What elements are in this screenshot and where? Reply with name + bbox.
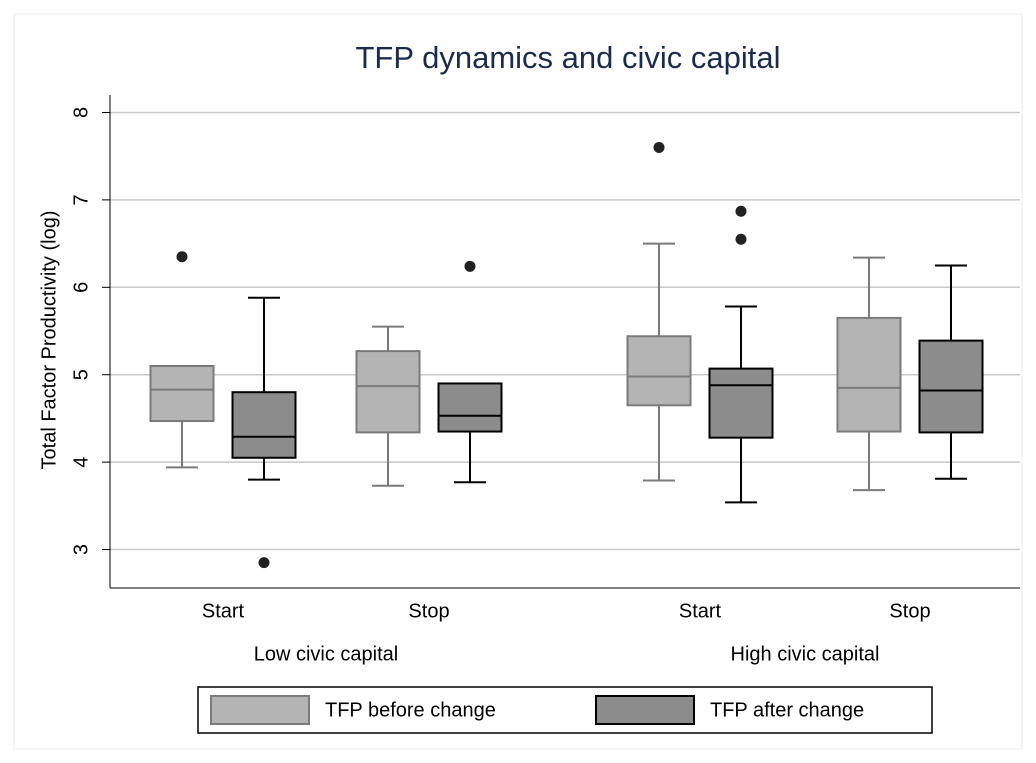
legend-label: TFP before change [325,699,496,721]
legend-frame [197,686,933,734]
outlier [735,205,747,217]
legend-label: TFP after change [710,699,864,721]
y-tick-label: 8 [70,107,92,118]
outlier [176,251,188,263]
legend-swatch [210,695,310,725]
group-label: Low civic capital [254,643,399,665]
x-tick-label: Start [202,600,245,622]
box [708,367,774,439]
x-tick-label: Start [679,600,722,622]
box [437,382,503,433]
y-tick-label: 3 [70,544,92,555]
legend-swatch [595,695,695,725]
y-tick-label: 6 [70,282,92,293]
outlier [653,141,665,153]
x-tick-label: Stop [408,600,449,622]
box [149,364,215,423]
box [626,335,692,407]
y-tick-label: 5 [70,369,92,380]
box [918,339,984,434]
chart-title: TFP dynamics and civic capital [356,40,781,75]
y-tick-label: 7 [70,194,92,205]
outlier [258,557,270,569]
x-tick-label: Stop [889,600,930,622]
group-label: High civic capital [731,643,880,665]
y-tick-label: 4 [70,457,92,468]
y-axis-label: Total Factor Productivity (log) [38,211,60,470]
outlier [735,233,747,245]
box [836,316,902,433]
box [231,391,297,459]
outlier [464,260,476,272]
box [355,350,421,434]
